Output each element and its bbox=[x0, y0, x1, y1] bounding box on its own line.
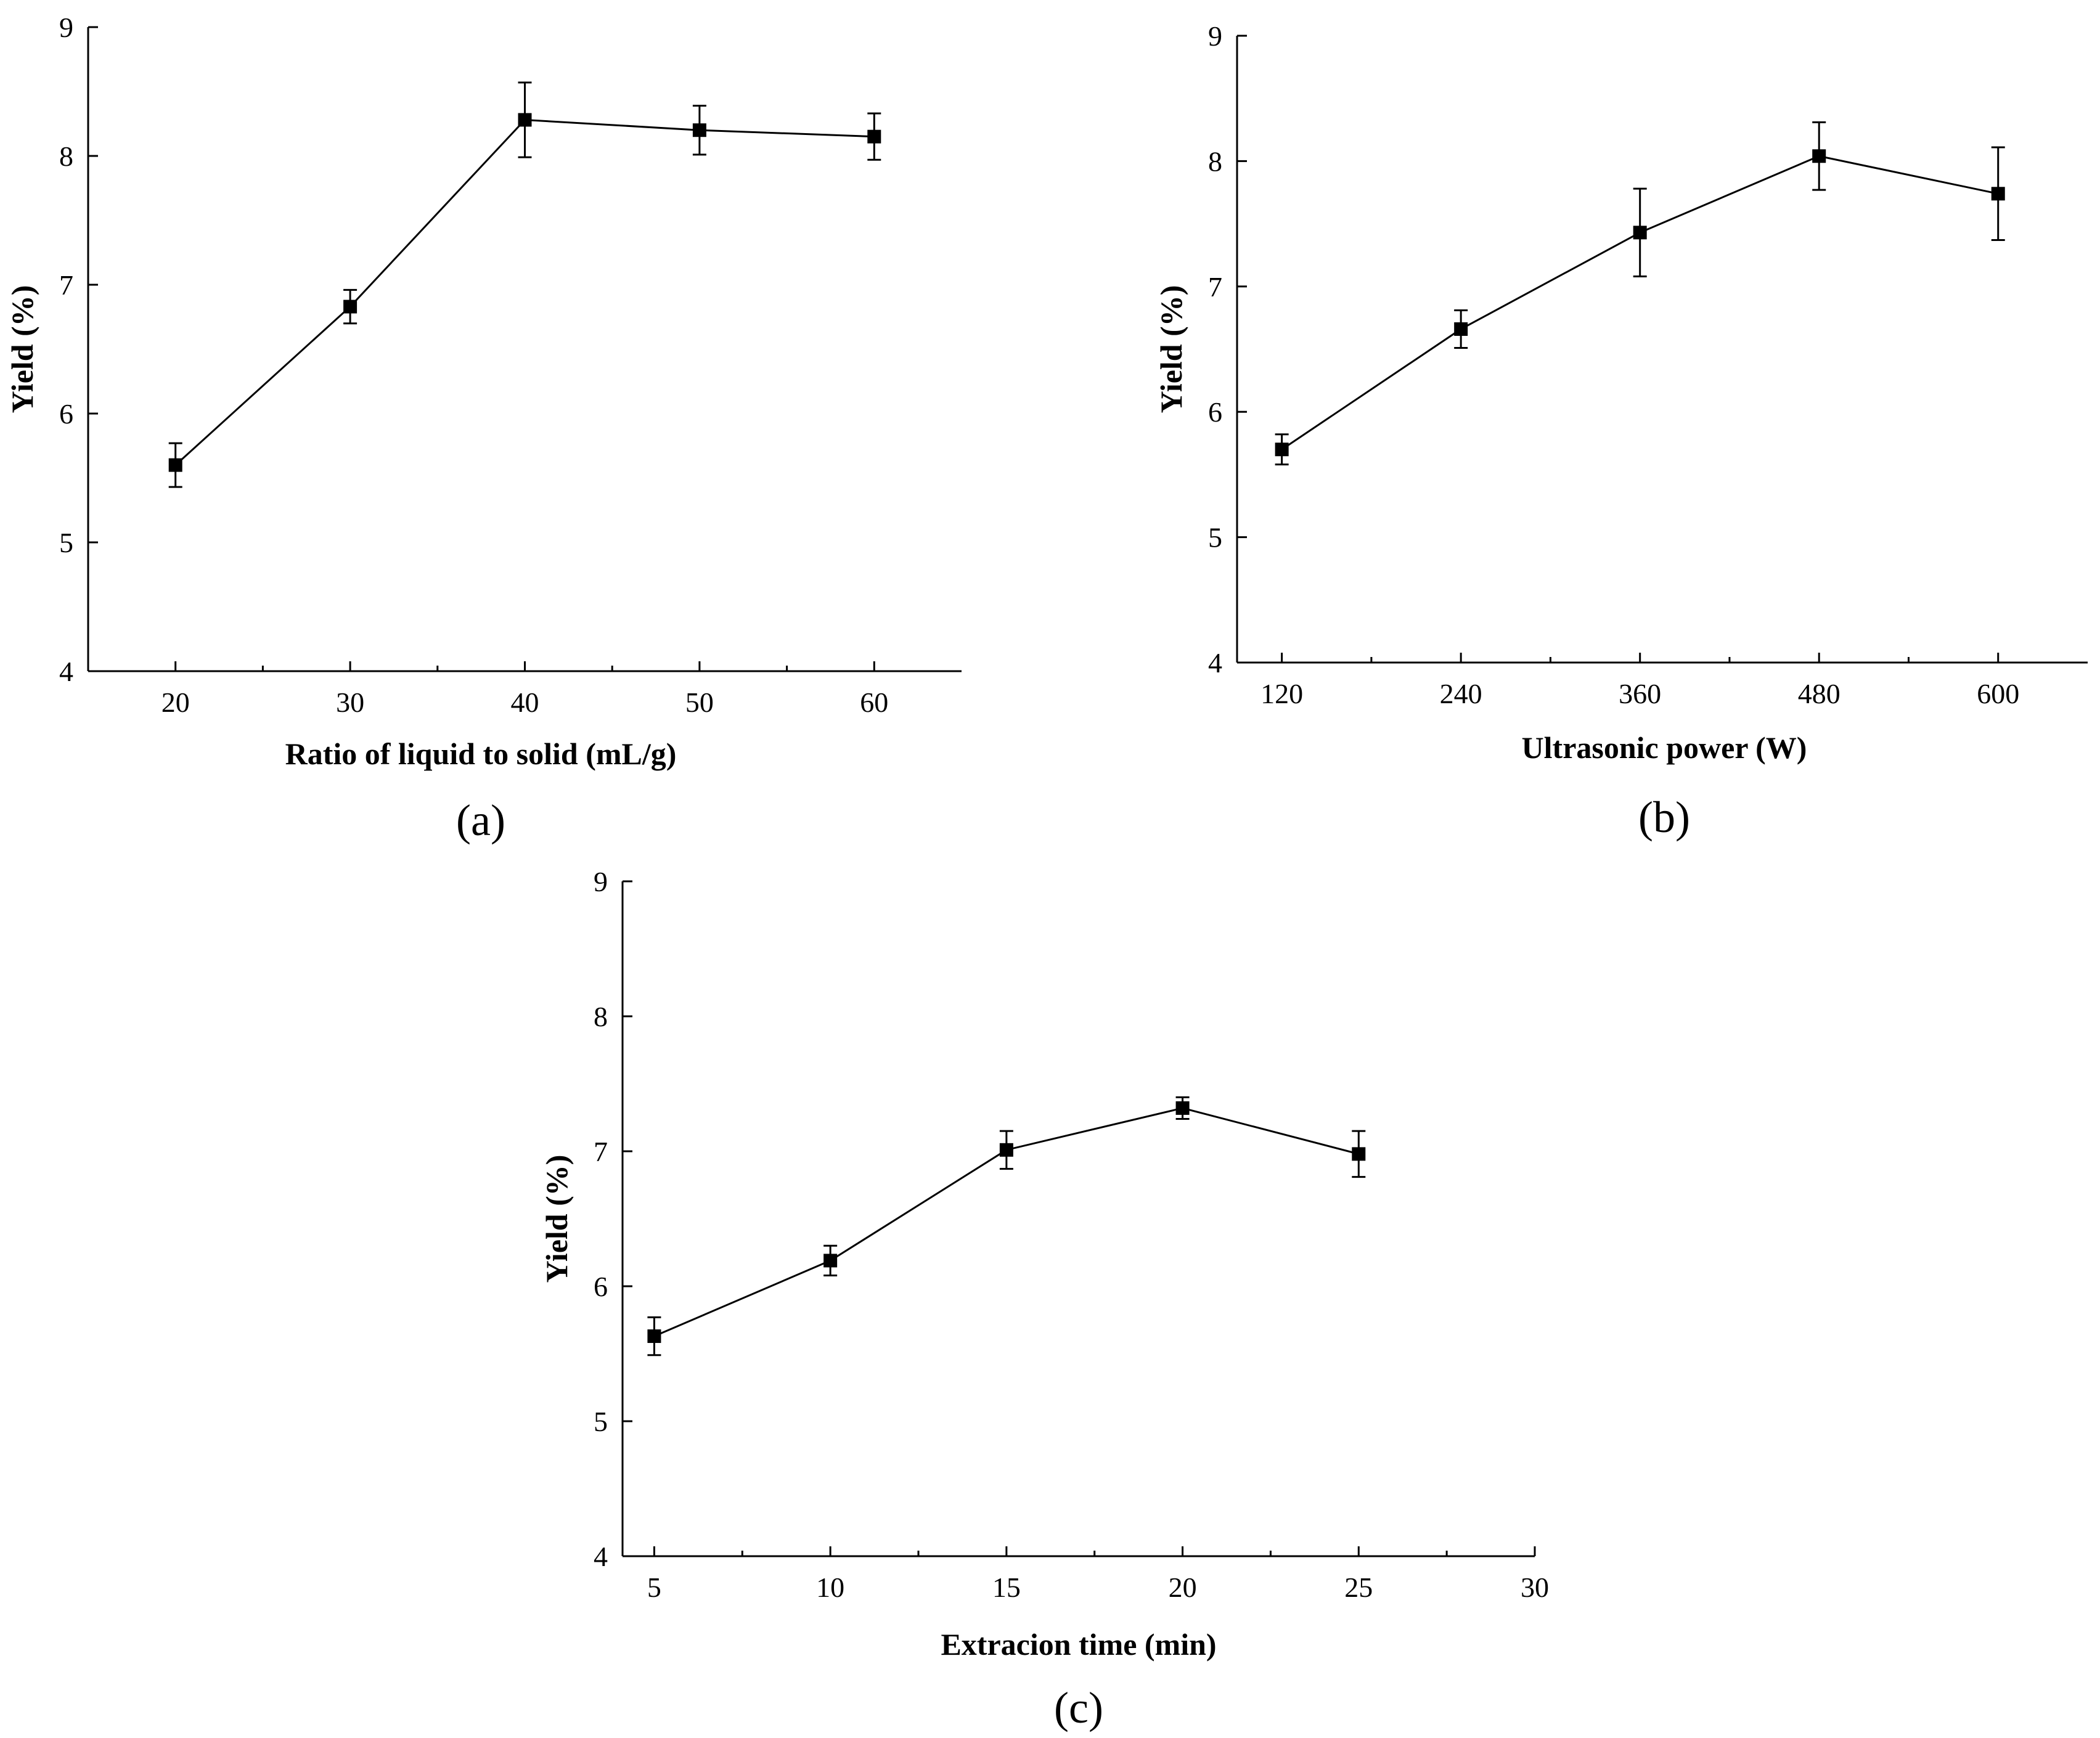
y-tick-label: 5 bbox=[594, 1406, 608, 1437]
chart-panel-b: 4 5 6 7 8 9 120 240 360 480 600 Ultrasonic power (W… bbox=[1154, 20, 2088, 842]
y-tick-label: 4 bbox=[59, 656, 73, 687]
y-tick-label: 5 bbox=[59, 527, 73, 558]
y-tick-label: 7 bbox=[1208, 271, 1222, 303]
chart-panel-c: 4 5 6 7 8 9 5 10 15 20 25 30 Extracion time (min) Yie… bbox=[539, 866, 1549, 1732]
x-tick-label: 240 bbox=[1440, 678, 1482, 709]
y-tick-label: 7 bbox=[594, 1136, 608, 1167]
y-tick-label: 4 bbox=[1208, 647, 1222, 679]
x-tick-label: 20 bbox=[1169, 1572, 1197, 1603]
y-tick-label: 6 bbox=[59, 398, 73, 430]
x-axis-title: Ratio of liquid to solid (mL/g) bbox=[285, 736, 677, 771]
x-tick-label: 30 bbox=[336, 687, 364, 718]
y-axis-title: Yield (%) bbox=[1154, 285, 1188, 414]
data-point bbox=[518, 113, 532, 127]
x-tick-label: 480 bbox=[1798, 678, 1841, 709]
y-tick-label: 6 bbox=[1208, 396, 1222, 428]
y-tick-label: 4 bbox=[594, 1541, 608, 1572]
y-tick-label: 9 bbox=[594, 866, 608, 897]
data-point bbox=[823, 1254, 838, 1268]
panel-label: (a) bbox=[456, 796, 505, 845]
data-point bbox=[692, 123, 706, 137]
data-point bbox=[1275, 443, 1289, 457]
data-point bbox=[1454, 322, 1468, 336]
panel-label: (b) bbox=[1638, 793, 1690, 842]
data-point bbox=[1352, 1147, 1366, 1161]
x-tick-label: 120 bbox=[1260, 678, 1303, 709]
data-point bbox=[1633, 226, 1647, 240]
x-tick-label: 5 bbox=[647, 1572, 661, 1603]
x-tick-label: 15 bbox=[992, 1572, 1021, 1603]
y-tick-label: 8 bbox=[594, 1001, 608, 1032]
x-tick-label: 10 bbox=[816, 1572, 844, 1603]
y-tick-label: 7 bbox=[59, 269, 73, 301]
chart-panel-a: 4 5 6 7 8 9 20 30 40 50 60 Ratio of liquid to solid… bbox=[5, 12, 962, 845]
data-point bbox=[168, 458, 182, 472]
series-line bbox=[174, 118, 875, 466]
x-axis-title: Extracion time (min) bbox=[941, 1627, 1216, 1662]
y-axis-title: Yield (%) bbox=[539, 1155, 574, 1283]
y-tick-label: 9 bbox=[1208, 20, 1222, 52]
y-axis-title: Yield (%) bbox=[5, 285, 39, 414]
y-tick-label: 8 bbox=[59, 141, 73, 172]
data-point bbox=[1991, 187, 2005, 201]
x-tick-label: 50 bbox=[685, 687, 714, 718]
y-tick-label: 6 bbox=[594, 1271, 608, 1302]
x-tick-label: 20 bbox=[161, 687, 190, 718]
data-point bbox=[867, 129, 881, 144]
panel-label: (c) bbox=[1054, 1683, 1103, 1732]
x-tick-label: 60 bbox=[860, 687, 888, 718]
y-tick-label: 8 bbox=[1208, 145, 1222, 177]
x-tick-label: 600 bbox=[1977, 678, 2019, 709]
x-tick-label: 40 bbox=[511, 687, 539, 718]
data-point bbox=[343, 300, 357, 314]
data-point bbox=[1812, 149, 1826, 163]
y-tick-label: 5 bbox=[1208, 522, 1222, 553]
data-point bbox=[1175, 1101, 1190, 1115]
x-tick-label: 360 bbox=[1619, 678, 1661, 709]
x-tick-label: 25 bbox=[1344, 1572, 1373, 1603]
data-point bbox=[999, 1143, 1013, 1157]
data-point bbox=[647, 1329, 661, 1344]
x-axis-title: Ultrasonic power (W) bbox=[1522, 730, 1807, 765]
x-tick-label: 30 bbox=[1521, 1572, 1549, 1603]
y-tick-label: 9 bbox=[59, 12, 73, 43]
